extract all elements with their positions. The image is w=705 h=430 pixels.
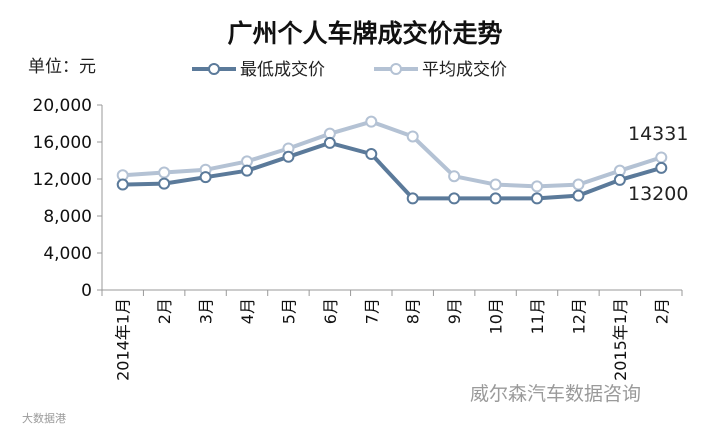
- x-tick-label: 5月: [279, 298, 298, 324]
- data-point: [489, 192, 502, 205]
- x-tick-label: 8月: [404, 298, 423, 324]
- y-tick-label: 4,000: [43, 244, 92, 264]
- data-point: [572, 178, 585, 191]
- data-point: [572, 189, 585, 202]
- data-point: [448, 192, 461, 205]
- legend: 最低成交价 平均成交价: [192, 60, 507, 80]
- data-point: [282, 150, 295, 163]
- data-point: [489, 178, 502, 191]
- x-tick-label: 2月: [652, 298, 671, 324]
- data-point: [406, 192, 419, 205]
- corner-watermark-text: 大数据港: [22, 411, 66, 425]
- y-tick-label: 8,000: [43, 207, 92, 227]
- data-point: [158, 166, 171, 179]
- x-tick-label: 12月: [569, 298, 588, 334]
- y-tick-label: 12,000: [33, 170, 92, 190]
- y-tick-label: 0: [81, 281, 92, 301]
- annotation-lowest-last: 13200: [628, 183, 688, 205]
- data-point: [531, 180, 543, 193]
- series-line: [122, 140, 662, 201]
- data-point: [241, 164, 253, 177]
- data-point: [199, 171, 212, 184]
- x-tick-label: 3月: [197, 298, 216, 324]
- x-tick-label: 9月: [445, 298, 464, 324]
- legend-label-series-2: 平均成交价: [422, 60, 507, 80]
- data-point: [365, 148, 378, 161]
- legend-label-series-1: 最低成交价: [240, 60, 325, 80]
- axes: 20,000 16,000 12,000 8,000 4,000 0 2014年1月 2月 3月…: [33, 96, 683, 381]
- data-point: [655, 151, 668, 164]
- x-tick-label: 7月: [362, 298, 381, 324]
- data-point: [531, 192, 543, 205]
- series-line: [122, 119, 662, 189]
- x-tick-label: 2014年1月: [114, 298, 133, 381]
- data-point: [613, 173, 626, 186]
- legend-marker-series-1: [208, 63, 220, 75]
- data-point: [365, 115, 378, 128]
- y-tick-label: 20,000: [33, 96, 92, 116]
- data-point: [116, 178, 129, 191]
- y-tick-label: 16,000: [33, 133, 92, 153]
- data-point: [448, 170, 461, 183]
- watermark: 威尔森汽车数据咨询 大数据港: [22, 383, 641, 425]
- x-tick-label: 2015年1月: [611, 298, 630, 381]
- unit-label: 单位：元: [28, 57, 96, 77]
- legend-marker-series-2: [390, 63, 402, 75]
- data-point: [655, 161, 668, 174]
- series-layer: [116, 115, 668, 205]
- annotation-average-last: 14331: [628, 123, 688, 145]
- x-tick-label: 4月: [238, 298, 257, 324]
- data-point: [406, 130, 419, 143]
- watermark-text: 威尔森汽车数据咨询: [470, 383, 641, 405]
- chart-title: 广州个人车牌成交价走势: [227, 19, 502, 48]
- x-tick-label: 2月: [155, 298, 174, 324]
- x-tick-label: 11月: [528, 298, 547, 334]
- data-point: [158, 177, 171, 190]
- x-tick-label: 10月: [487, 298, 506, 334]
- data-point: [323, 136, 336, 149]
- x-tick-label: 6月: [321, 298, 340, 324]
